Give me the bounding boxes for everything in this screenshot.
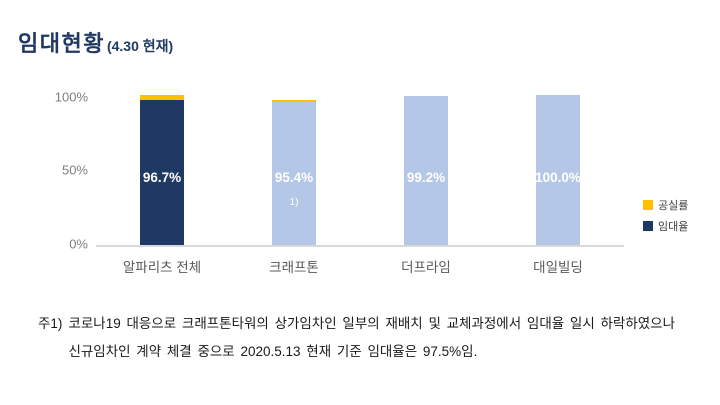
- y-tick-50: 50%: [61, 162, 88, 178]
- footnote-marker: 주1): [38, 316, 63, 331]
- footnote-text: 코로나19 대응으로 크래프톤타워의 상가임차인 일부의 재배치 및 교체과정에…: [68, 310, 693, 365]
- footnote-line-2: 신규임차인 계약 체결 중으로 2020.5.13 현재 기준 임대율은 97.…: [68, 343, 478, 359]
- footnote-line-1: 코로나19 대응으로 크래프톤타워의 상가임차인 일부의 재배치 및 교체과정에…: [68, 316, 676, 331]
- legend-swatch-icon: [643, 200, 653, 210]
- x-axis-labels: 알파리츠 전체 크래프톤 더프라임 대일빌딩: [96, 256, 624, 276]
- bar-column-1: 95.4% 1): [228, 95, 360, 245]
- legend-label: 공실률: [658, 200, 689, 212]
- bar-column-0: 96.7%: [96, 95, 228, 245]
- page-title-main: 임대현황: [18, 31, 105, 56]
- footnote: 주1) 코로나19 대응으로 크래프톤타워의 상가임차인 일부의 재배치 및 교…: [38, 310, 693, 365]
- y-tick-0: 0%: [69, 236, 88, 252]
- chart-bars: 96.7% 95.4% 1) 99.2% 100.0%: [96, 95, 624, 245]
- legend-swatch-icon: [643, 221, 653, 231]
- legend-item-0: 공실률: [643, 197, 688, 213]
- bar-value-label: 100.0%: [535, 170, 581, 185]
- bar-column-2: 99.2%: [360, 95, 492, 245]
- bar-stack-3: [536, 95, 580, 245]
- x-category-label: 더프라임: [401, 260, 451, 275]
- vacancy-segment: [272, 100, 316, 102]
- legend-label: 임대율: [658, 221, 689, 233]
- bar-column-3: 100.0%: [492, 95, 624, 245]
- bar-stack-0: [140, 95, 184, 245]
- bar-stack-1: [272, 95, 316, 245]
- vacancy-segment: [140, 95, 184, 100]
- chart-plot-area: 96.7% 95.4% 1) 99.2% 100.0%: [96, 95, 624, 247]
- legend-item-1: 임대율: [643, 218, 688, 234]
- y-tick-100: 100%: [54, 89, 88, 105]
- occupancy-segment: [536, 95, 580, 245]
- bar-footnote-ref: 1): [289, 196, 299, 208]
- occupancy-segment: [140, 99, 184, 245]
- bar-value-label: 96.7%: [142, 170, 182, 185]
- x-category-label: 알파리츠 전체: [122, 260, 202, 275]
- occupancy-segment: [404, 96, 448, 245]
- x-category-label: 대일빌딩: [533, 260, 583, 275]
- bar-value-label: 99.2%: [406, 170, 446, 185]
- page-title: 임대현황 (4.30 현재): [18, 26, 173, 58]
- page-title-suffix: (4.30 현재): [106, 38, 174, 54]
- occupancy-segment: [272, 101, 316, 245]
- x-category-label: 크래프톤: [269, 260, 319, 275]
- bar-stack-2: [404, 95, 448, 245]
- bar-value-label: 95.4%: [274, 170, 314, 185]
